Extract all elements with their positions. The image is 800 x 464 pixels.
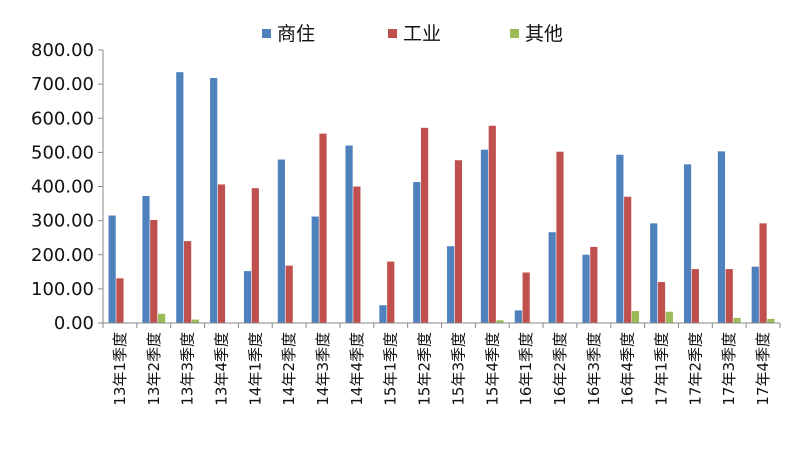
watermark-text: 重庆交响数据: [652, 419, 766, 441]
bar-商住-13年1季度: [108, 215, 116, 323]
bar-工业-16年4季度: [624, 196, 632, 323]
x-tick-label: 13年2季度: [145, 332, 163, 406]
y-tick-label: 100.00: [31, 279, 94, 300]
bar-其他-17年4季度: [767, 318, 775, 323]
bar-工业-13年4季度: [217, 184, 226, 323]
bar-工业-15年4季度: [488, 125, 496, 323]
x-tick-label: 15年1季度: [382, 332, 400, 406]
x-tick-label: 13年1季度: [111, 332, 129, 406]
y-axis: 0.00 100.00 200.00 300.00 400.00 500.00 600.00…: [31, 40, 104, 334]
bar-商住-16年1季度: [514, 310, 522, 323]
chart-legend: 商住 工业 其他: [262, 23, 563, 45]
x-tick-label: 15年2季度: [416, 332, 434, 406]
bar-工业-14年4季度: [353, 186, 361, 323]
bar-商住-16年3季度: [582, 254, 590, 323]
bar-工业-15年3季度: [454, 160, 463, 323]
y-tick-label: 700.00: [31, 74, 94, 95]
watermark-icon: [620, 419, 640, 439]
bar-工业-13年2季度: [150, 219, 158, 323]
x-tick-label: 13年4季度: [212, 332, 230, 406]
y-tick-label: 800.00: [31, 40, 94, 61]
legend-swatch-3: [510, 29, 519, 38]
bar-商住-14年2季度: [277, 159, 285, 323]
y-tick-label: 400.00: [31, 177, 94, 198]
x-tick-label: 16年3季度: [585, 332, 603, 406]
x-tick-label: 17年3季度: [720, 332, 738, 406]
bar-工业-14年3季度: [319, 133, 327, 323]
bar-其他-13年2季度: [157, 313, 166, 323]
x-tick-label: 16年1季度: [517, 332, 535, 406]
x-tick-label: 14年3季度: [314, 332, 332, 406]
bar-其他-17年1季度: [665, 311, 673, 323]
bar-其他-13年3季度: [191, 319, 200, 323]
bar-工业-16年3季度: [590, 246, 598, 323]
x-tick-label: 15年3季度: [449, 332, 467, 406]
legend-label-3: 其他: [525, 23, 563, 45]
bar-工业-15年1季度: [387, 261, 395, 323]
bar-商住-17年2季度: [683, 164, 692, 323]
y-tick-label: 500.00: [31, 142, 94, 163]
bar-工业-16年2季度: [556, 151, 564, 323]
y-tick-label: 200.00: [31, 245, 94, 266]
legend-swatch-1: [262, 29, 271, 38]
bar-工业-17年2季度: [691, 269, 699, 323]
legend-swatch-2: [388, 29, 397, 38]
bar-商住-15年1季度: [379, 305, 387, 323]
bar-工业-14年2季度: [285, 265, 293, 323]
bar-商住-13年3季度: [176, 72, 184, 324]
bar-商住-15年2季度: [413, 182, 421, 323]
x-tick-label: 14年2季度: [280, 332, 298, 406]
bar-工业-17年1季度: [657, 282, 666, 323]
x-tick-label: 16年2季度: [551, 332, 569, 406]
bar-商住-14年1季度: [243, 271, 252, 323]
bar-商住-14年4季度: [345, 145, 353, 323]
bar-商住-17年1季度: [650, 223, 658, 323]
x-tick-label: 13年3季度: [179, 332, 197, 406]
bar-工业-17年3季度: [725, 269, 733, 323]
bar-商住-17年3季度: [717, 151, 726, 323]
bar-其他-17年3季度: [733, 317, 741, 323]
x-tick-label: 14年1季度: [246, 332, 264, 406]
bar-工业-13年3季度: [184, 241, 192, 323]
x-tick-label: 17年1季度: [653, 332, 671, 406]
x-tick-label: 17年4季度: [754, 332, 772, 406]
x-tick-label: 16年4季度: [619, 332, 637, 406]
bar-商住-13年4季度: [210, 77, 218, 323]
y-tick-label: 600.00: [31, 108, 94, 129]
bar-商住-15年3季度: [447, 246, 455, 323]
bar-工业-13年1季度: [116, 278, 124, 323]
bar-其他-16年4季度: [631, 311, 640, 323]
y-tick-label: 0.00: [54, 313, 94, 334]
bar-其他-15年4季度: [496, 320, 504, 323]
bar-工业-17年4季度: [759, 223, 767, 323]
bar-工业-16年1季度: [522, 272, 530, 323]
bar-商住-16年2季度: [548, 232, 556, 323]
legend-label-2: 工业: [403, 23, 441, 45]
bars-group: [108, 72, 775, 324]
x-tick-label: 17年2季度: [686, 332, 704, 406]
bar-商住-15年4季度: [480, 149, 489, 323]
x-tick-label: 15年4季度: [483, 332, 501, 406]
bar-工业-14年1季度: [251, 188, 259, 323]
watermark: 重庆交响数据: [620, 419, 766, 441]
bar-工业-15年2季度: [420, 127, 429, 324]
bar-商住-16年4季度: [616, 154, 624, 323]
bar-商住-17年4季度: [751, 266, 759, 323]
x-axis: 13年1季度 13年2季度 13年3季度 13年4季度 14年1季度 14年2季度 14年3…: [102, 322, 781, 406]
legend-label-1: 商住: [277, 23, 315, 45]
y-tick-label: 300.00: [31, 211, 94, 232]
x-tick-label: 14年4季度: [348, 332, 366, 406]
bar-商住-13年2季度: [142, 196, 150, 323]
bar-商住-14年3季度: [311, 216, 319, 323]
